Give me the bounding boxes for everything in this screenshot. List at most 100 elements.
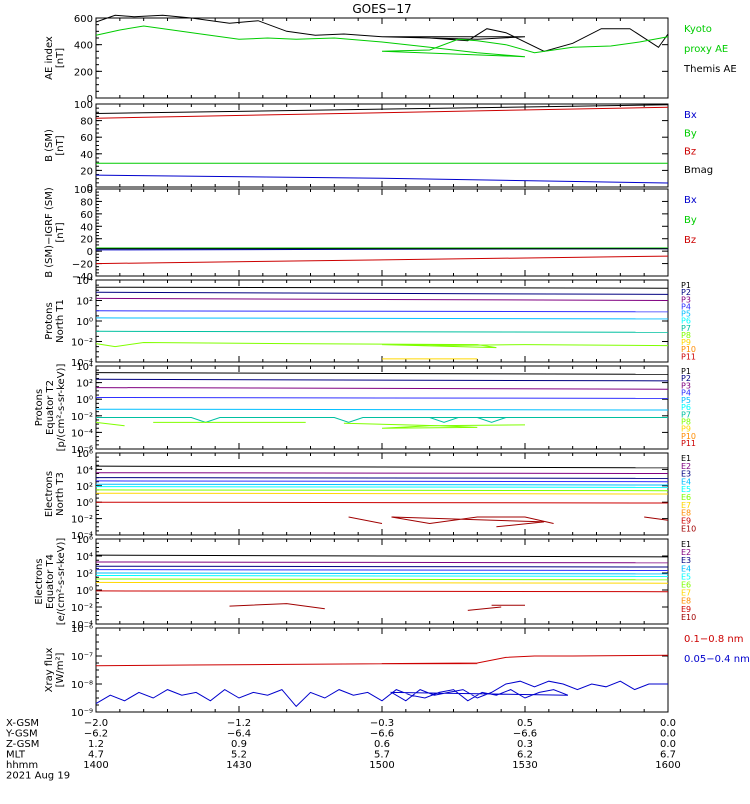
- y-tick-label: 400: [74, 41, 93, 52]
- y-tick-label: 10⁻⁴: [71, 428, 93, 439]
- y-tick-label: 80: [80, 117, 93, 128]
- series-line-e7: [95, 578, 669, 581]
- y-tick-label: 10⁰: [76, 498, 93, 509]
- y-axis-label: [e/(cm²-s-sr-keV)]: [56, 538, 67, 626]
- legend-entry: P4: [681, 389, 691, 398]
- legend-entry: P7: [681, 324, 691, 333]
- y-tick-label: 10⁴: [76, 362, 93, 373]
- legend-entry: P3: [681, 295, 691, 304]
- series-line-bmag: [95, 104, 669, 114]
- legend-entry: P10: [681, 345, 696, 354]
- axis-row-value: 4.7: [88, 750, 104, 761]
- y-tick-label: 10⁻⁴: [71, 531, 93, 542]
- y-axis-label: North T3: [55, 472, 66, 516]
- legend-entry: P9: [681, 338, 691, 347]
- y-tick-label: 0: [87, 183, 93, 194]
- axis-row-label: X-GSM: [6, 718, 39, 729]
- chart-title: GOES−17: [352, 2, 411, 16]
- series-line-e7: [95, 489, 669, 492]
- legend-entry: E6: [681, 580, 691, 589]
- legend-entry: By: [684, 128, 697, 139]
- y-tick-label: 10⁻⁶: [71, 624, 93, 635]
- legend-entry: E8: [681, 597, 691, 606]
- series-line-p1: [95, 286, 669, 289]
- y-tick-label: 10²: [76, 379, 93, 390]
- series-line-e2: [95, 561, 669, 564]
- panel-frame: [95, 538, 669, 625]
- axis-row-value: 6.7: [660, 750, 676, 761]
- y-tick-label: 10⁴: [76, 465, 93, 476]
- axis-row-value: 6.2: [517, 750, 533, 761]
- series-line-e5: [95, 483, 669, 486]
- legend-entry: E1: [681, 454, 691, 463]
- legend-entry: E7: [681, 589, 691, 598]
- legend-entry: P8: [681, 331, 691, 340]
- legend-entry: E1: [681, 540, 691, 549]
- panel-frame: [95, 17, 669, 99]
- legend-entry: E4: [681, 477, 691, 486]
- series-line-e9: [95, 590, 669, 593]
- axis-row-value: 1600: [655, 760, 680, 771]
- series-line-p7: [95, 341, 669, 349]
- series-line-e10b: [467, 606, 502, 611]
- axis-row-value: 1430: [226, 760, 251, 771]
- y-tick-label: 10⁻⁷: [71, 652, 93, 663]
- series-line-e10c: [644, 516, 669, 521]
- legend-entry: P5: [681, 396, 691, 405]
- legend-entry: E3: [681, 556, 691, 565]
- y-tick-label: 200: [74, 67, 93, 78]
- y-tick-label: 10⁻⁸: [71, 680, 93, 691]
- axis-row-value: −0.3: [370, 718, 394, 729]
- legend-entry: P4: [681, 302, 691, 311]
- y-tick-label: −40: [72, 272, 93, 283]
- legend-entry: Kyoto: [684, 24, 712, 35]
- legend-entry: P10: [681, 432, 696, 441]
- series-line-p2: [95, 291, 669, 295]
- y-tick-label: 10⁻⁴: [71, 358, 93, 369]
- series-line-e8: [95, 492, 669, 495]
- y-axis-label: Electrons: [44, 471, 55, 517]
- panel-pe: 10⁻⁶ 10⁻⁴ 10⁻² 10⁰ 10² 10⁴ Protons Equator T2 [p…: [34, 362, 696, 456]
- series-line-themis-ae: [95, 14, 669, 52]
- y-tick-label: 10⁻⁴: [71, 620, 93, 631]
- legend-entry: proxy AE: [684, 44, 728, 55]
- series-line-p1: [95, 372, 669, 375]
- axis-row-value: −6.6: [370, 729, 394, 740]
- y-tick-label: 80: [80, 197, 93, 208]
- legend-entry: E9: [681, 516, 691, 525]
- y-axis-label: Electrons: [34, 558, 45, 604]
- series-line-e2: [95, 472, 669, 474]
- series-line-bz: [95, 255, 669, 265]
- axis-row-value: −6.6: [513, 729, 537, 740]
- y-tick-label: 60: [80, 210, 93, 221]
- legend-entry: Bx: [684, 195, 697, 206]
- series-line-p4: [95, 310, 669, 313]
- legend-entry: P1: [681, 367, 691, 376]
- legend-entry: Themis AE: [683, 64, 737, 75]
- legend-entry: E8: [681, 509, 691, 518]
- series-line-0-1-0-8-nm: [95, 654, 669, 667]
- axis-row-value: 5.2: [231, 750, 247, 761]
- y-tick-label: 10⁶: [76, 535, 93, 546]
- panel-pn: 10⁻⁴ 10⁻² 10⁰ 10² 10⁴ Protons North T1 P1P2P3P4…: [44, 276, 696, 369]
- y-axis-label: Protons: [34, 389, 45, 426]
- series-line-e9: [95, 501, 669, 504]
- axis-row-label: hhmm: [6, 760, 38, 771]
- axis-row-label: MLT: [6, 750, 26, 761]
- series-line-e10a: [229, 603, 325, 610]
- y-tick-label: 10⁻²: [71, 603, 93, 614]
- series-line-p5: [95, 317, 669, 320]
- legend-entry: P1: [681, 281, 691, 290]
- axis-row-value: 1400: [83, 760, 108, 771]
- y-tick-label: 0: [87, 94, 93, 105]
- legend-entry: E10: [681, 613, 696, 622]
- series-line-p3: [95, 297, 669, 301]
- legend-entry: 0.05−0.4 nm: [684, 654, 750, 665]
- legend-entry: E5: [681, 572, 691, 581]
- legend-entry: E9: [681, 605, 691, 614]
- legend-entry: P9: [681, 425, 691, 434]
- series-line-p3: [95, 387, 669, 390]
- series-line-e6: [95, 486, 669, 488]
- legend-entry: P6: [681, 317, 691, 326]
